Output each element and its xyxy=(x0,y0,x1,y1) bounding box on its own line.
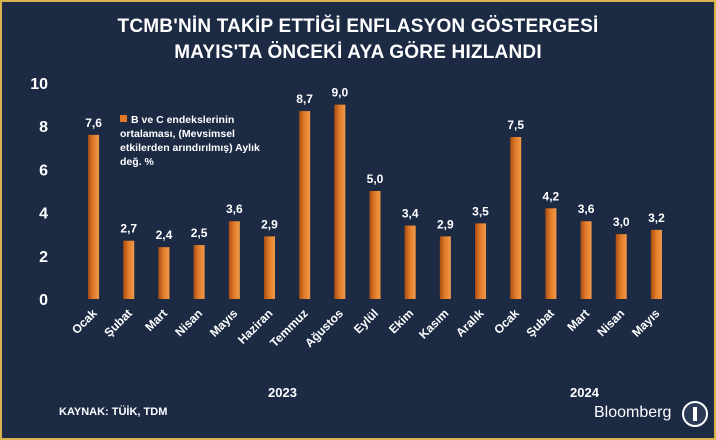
chart-title-line1: TCMB'NİN TAKİP ETTİĞİ ENFLASYON GÖSTERGE… xyxy=(117,16,599,37)
data-label: 3,5 xyxy=(472,204,489,218)
bar xyxy=(404,225,416,299)
legend-label: B ve C endekslerinin ortalaması, (Mevsim… xyxy=(120,114,260,168)
data-label: 2,9 xyxy=(261,217,278,231)
x-tick-label: Şubat xyxy=(524,306,557,339)
x-tick-label: Ekim xyxy=(386,306,416,336)
bar xyxy=(123,240,135,299)
x-tick-label: Nisan xyxy=(594,306,627,339)
data-label: 3,6 xyxy=(578,202,595,216)
y-tick-label: 6 xyxy=(39,162,48,179)
bar xyxy=(263,236,275,299)
tdm-logo-icon xyxy=(682,401,708,427)
data-label: 3,0 xyxy=(613,215,630,229)
x-tick-label: Ağustos xyxy=(302,306,346,350)
x-tick-label: Ocak xyxy=(491,306,522,337)
bar xyxy=(510,137,522,299)
data-label: 2,5 xyxy=(191,226,208,240)
y-tick-label: 4 xyxy=(39,206,48,223)
bar xyxy=(158,247,170,299)
data-label: 2,9 xyxy=(437,217,454,231)
year-label-2024: 2024 xyxy=(570,385,599,400)
data-label: 2,7 xyxy=(120,222,137,236)
bar xyxy=(439,236,451,299)
data-label: 5,0 xyxy=(367,172,384,186)
bloomberg-logo: Bloomberg xyxy=(594,404,672,421)
bar xyxy=(334,104,346,299)
data-label: 8,7 xyxy=(296,92,313,106)
bar xyxy=(369,191,381,299)
x-tick-label: Aralık xyxy=(453,306,487,340)
chart-legend: B ve C endekslerinin ortalaması, (Mevsim… xyxy=(120,113,280,169)
x-tick-label: Kasım xyxy=(416,306,451,341)
x-tick-label: Mart xyxy=(564,306,592,334)
bar xyxy=(615,234,627,299)
data-label: 7,6 xyxy=(85,116,102,130)
source-note: KAYNAK: TÜİK, TDM xyxy=(59,406,168,418)
y-tick-label: 0 xyxy=(39,292,48,309)
year-label-2023: 2023 xyxy=(268,385,297,400)
data-label: 2,4 xyxy=(156,228,173,242)
y-tick-label: 2 xyxy=(39,249,48,266)
data-label: 3,6 xyxy=(226,202,243,216)
x-tick-label: Nisan xyxy=(172,306,205,339)
bar xyxy=(545,208,557,299)
chart-title-line2: MAYIS'TA ÖNCEKİ AYA GÖRE HIZLANDI xyxy=(174,42,542,63)
x-tick-label: Mart xyxy=(142,306,170,334)
bar xyxy=(88,134,100,299)
x-tick-label: Mayıs xyxy=(207,306,241,340)
bar xyxy=(650,229,662,299)
x-tick-label: Ocak xyxy=(69,306,100,337)
x-tick-label: Eylül xyxy=(351,306,381,336)
bar xyxy=(299,111,311,299)
data-label: 9,0 xyxy=(331,86,348,100)
y-tick-label: 10 xyxy=(30,76,48,93)
data-label: 7,5 xyxy=(507,118,524,132)
x-tick-label: Şubat xyxy=(101,306,134,339)
data-label: 4,2 xyxy=(543,189,560,203)
bar xyxy=(475,223,487,299)
bar xyxy=(193,245,205,299)
legend-swatch xyxy=(120,115,127,122)
y-tick-label: 8 xyxy=(39,119,48,136)
x-tick-label: Mayıs xyxy=(629,306,663,340)
bar xyxy=(228,221,240,299)
bar xyxy=(580,221,592,299)
data-label: 3,4 xyxy=(402,207,419,221)
data-label: 3,2 xyxy=(648,211,665,225)
